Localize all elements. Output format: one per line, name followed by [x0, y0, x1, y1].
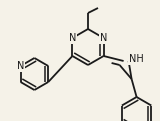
- Text: N: N: [17, 61, 24, 71]
- Text: N: N: [100, 33, 107, 43]
- Text: NH: NH: [129, 54, 143, 64]
- Text: N: N: [69, 33, 76, 43]
